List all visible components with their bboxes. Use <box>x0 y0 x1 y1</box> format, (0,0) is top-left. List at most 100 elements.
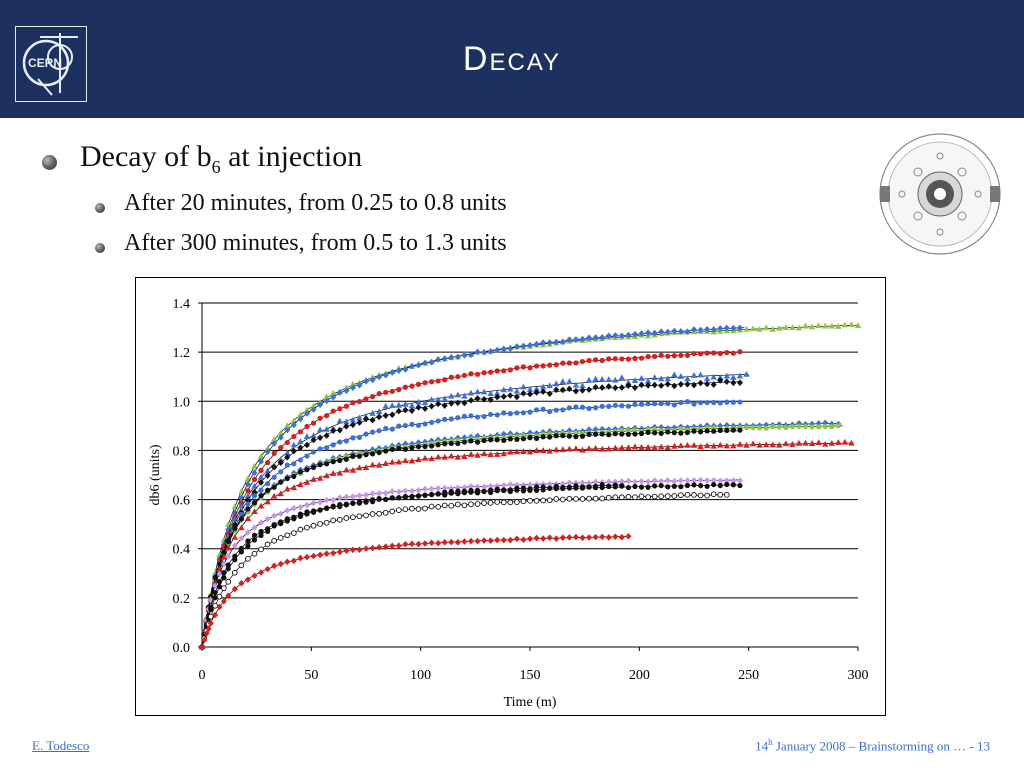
data-point <box>573 430 579 436</box>
data-point <box>343 547 350 555</box>
data-point <box>277 434 284 441</box>
data-point <box>396 445 402 451</box>
data-point <box>711 428 717 434</box>
data-point <box>625 403 631 409</box>
data-point <box>749 325 757 332</box>
data-point <box>579 484 586 490</box>
data-point <box>238 579 245 587</box>
data-point <box>625 494 632 500</box>
data-point <box>297 526 304 533</box>
data-point <box>494 393 501 401</box>
data-point <box>527 481 533 489</box>
data-point <box>323 519 330 526</box>
data-point <box>277 459 284 466</box>
data-point <box>651 493 658 500</box>
footer-author[interactable]: E. Todesco <box>32 738 90 753</box>
data-point <box>258 528 264 535</box>
data-point <box>297 513 303 520</box>
data-point <box>349 466 357 473</box>
data-point <box>631 478 638 486</box>
data-point <box>592 495 599 502</box>
data-point <box>343 502 349 508</box>
data-point <box>730 442 737 449</box>
data-point <box>203 630 210 637</box>
data-point <box>310 509 317 515</box>
data-point <box>487 482 494 490</box>
data-point <box>808 323 816 330</box>
data-point <box>828 322 835 329</box>
data-point <box>271 512 278 520</box>
data-point <box>658 400 664 407</box>
data-point <box>448 399 455 407</box>
data-point <box>448 440 454 447</box>
data-point <box>422 380 428 386</box>
data-point <box>724 399 730 405</box>
data-point <box>245 555 251 562</box>
data-point <box>238 562 245 569</box>
data-point <box>619 356 625 362</box>
data-point <box>336 417 343 424</box>
page-title: Decay <box>462 40 562 78</box>
data-point <box>343 403 349 409</box>
data-point <box>776 424 782 430</box>
data-point <box>474 439 481 445</box>
data-point <box>514 410 520 416</box>
data-point <box>251 508 258 515</box>
data-point <box>428 485 435 493</box>
data-point <box>540 339 547 346</box>
data-point <box>526 448 534 455</box>
data-point <box>592 533 599 541</box>
data-point <box>671 442 678 449</box>
data-point <box>730 374 737 380</box>
data-point <box>297 438 304 444</box>
data-point <box>323 550 330 558</box>
data-point <box>454 453 462 460</box>
data-point <box>402 506 409 513</box>
data-point <box>488 487 494 493</box>
data-point <box>593 357 599 363</box>
data-point <box>704 380 711 388</box>
data-point <box>350 514 356 521</box>
data-point <box>710 326 717 333</box>
data-point <box>625 331 632 339</box>
data-point <box>737 349 743 355</box>
data-point <box>461 372 467 379</box>
data-point <box>441 395 448 402</box>
data-point <box>474 487 481 494</box>
data-point <box>520 383 527 390</box>
data-point <box>278 520 284 527</box>
data-point <box>513 481 520 489</box>
data-point <box>795 419 802 427</box>
data-point <box>494 437 500 443</box>
data-point <box>566 484 572 490</box>
data-point <box>336 548 343 556</box>
data-point <box>264 448 271 456</box>
data-point <box>665 400 671 407</box>
data-point <box>251 537 258 543</box>
data-point <box>500 481 507 489</box>
footer-date-rest: January 2008 – Brainstorming on … - 13 <box>772 738 990 754</box>
data-point <box>350 435 356 441</box>
data-point <box>632 483 638 490</box>
data-point <box>756 441 763 448</box>
data-point <box>573 360 579 366</box>
data-point <box>710 373 717 380</box>
data-point <box>573 434 579 440</box>
data-point <box>586 534 593 541</box>
data-point <box>533 385 540 392</box>
data-point <box>559 446 566 453</box>
data-point <box>513 535 520 543</box>
data-point <box>258 532 264 539</box>
data-point <box>304 453 310 459</box>
data-point <box>671 493 678 499</box>
data-point <box>540 388 547 395</box>
data-point <box>533 407 540 413</box>
data-point <box>336 426 343 434</box>
data-point <box>566 385 573 393</box>
data-point <box>221 549 227 556</box>
data-point <box>441 453 448 460</box>
data-point <box>468 371 474 377</box>
data-point <box>664 493 671 499</box>
data-point <box>631 377 639 383</box>
data-point <box>278 469 284 475</box>
